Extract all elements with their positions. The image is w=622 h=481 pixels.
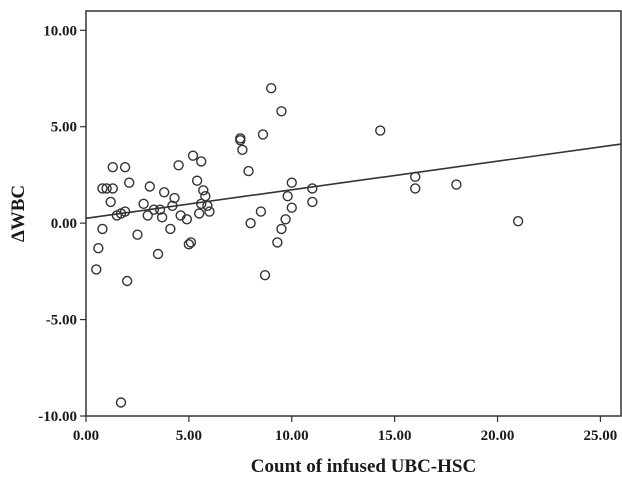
plot-frame [85, 10, 622, 417]
data-point [255, 206, 267, 217]
x-tick-label: 25.00 [584, 428, 618, 444]
data-point [200, 190, 211, 202]
data-point [307, 196, 318, 208]
data-point [512, 216, 524, 227]
data-point [138, 198, 149, 210]
data-point [158, 187, 170, 198]
data-point [235, 135, 246, 146]
data-point [154, 204, 166, 215]
data-point [451, 179, 462, 190]
data-point [132, 229, 143, 240]
data-point [152, 248, 164, 260]
data-point [115, 397, 127, 408]
data-point [375, 125, 386, 136]
data-point [196, 156, 207, 167]
y-axis-title: ΔWBC [8, 185, 29, 242]
data-point [124, 177, 135, 188]
y-tick-label: 5.00 [51, 120, 77, 136]
data-point [107, 162, 118, 173]
data-point [169, 192, 180, 204]
y-tick-label: -10.00 [38, 409, 77, 425]
data-point [259, 270, 271, 281]
data-point [101, 183, 112, 194]
data-point [142, 210, 153, 221]
data-points [91, 82, 524, 408]
data-point [173, 160, 184, 171]
data-point [243, 165, 254, 177]
data-point [97, 223, 108, 235]
data-point [237, 144, 248, 156]
fit-line [85, 143, 622, 220]
data-point [307, 183, 318, 194]
x-tick-label: 15.00 [378, 428, 412, 444]
x-tick-label: 10.00 [275, 428, 309, 444]
data-point [193, 208, 205, 219]
data-point [257, 129, 269, 140]
data-point [276, 223, 287, 235]
data-point [156, 212, 168, 223]
data-point [245, 217, 256, 229]
data-point [265, 82, 277, 94]
data-point [165, 223, 176, 235]
data-point [119, 162, 131, 173]
data-point [107, 183, 118, 194]
data-point [410, 183, 421, 194]
y-tick-label: -5.00 [46, 313, 77, 329]
data-point [198, 185, 209, 196]
y-axis-ticks: -10.00 -5.00 0.00 5.00 10.00 [38, 23, 86, 425]
x-tick-label: 0.00 [73, 428, 99, 444]
data-point [181, 214, 193, 225]
x-tick-label: 20.00 [481, 428, 515, 444]
x-tick-label: 5.00 [176, 428, 202, 444]
data-point [91, 264, 102, 275]
data-point [187, 150, 199, 161]
x-axis-title: Count of infused UBC-HSC [251, 456, 476, 477]
data-point [183, 239, 195, 250]
data-point [105, 196, 116, 208]
data-point [272, 237, 283, 248]
x-axis-ticks: 0.00 5.00 10.00 15.00 20.00 25.00 [73, 416, 617, 444]
data-point [282, 190, 293, 202]
data-point [286, 177, 297, 188]
data-point [97, 183, 108, 194]
y-tick-label: 10.00 [43, 23, 77, 39]
y-tick-label: 0.00 [51, 216, 77, 232]
data-point [93, 243, 104, 254]
data-point [144, 181, 155, 192]
data-point [204, 206, 215, 217]
data-point [276, 106, 287, 117]
data-point [121, 275, 133, 287]
data-point [185, 237, 197, 248]
data-point [196, 198, 207, 210]
data-point [286, 202, 297, 213]
data-point [280, 214, 291, 225]
data-point [191, 175, 203, 186]
